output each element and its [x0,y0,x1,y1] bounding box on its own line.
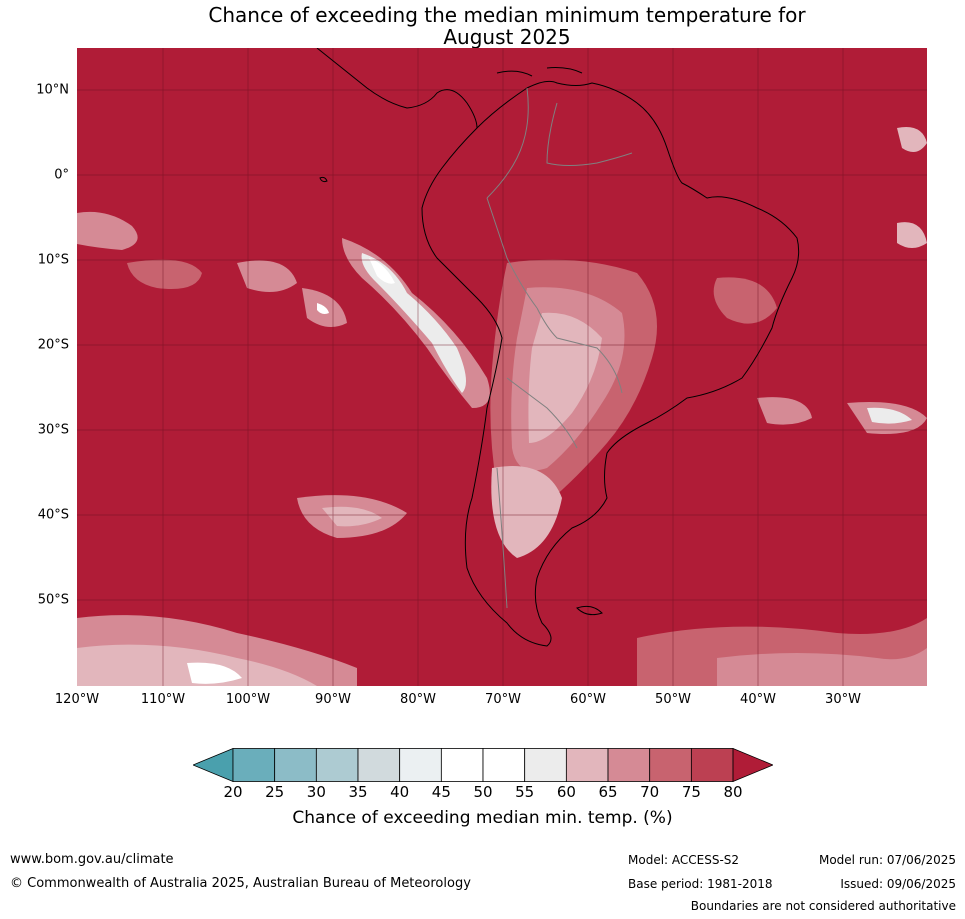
colorbar-tick-45: 45 [431,783,451,801]
lon-label-100w: 100°W [225,692,271,707]
patch-south-pacific-40s-light [322,506,382,527]
lon-label-50w: 50°W [655,692,691,707]
probability-map [77,48,927,686]
colorbar-tick-75: 75 [681,783,701,801]
colorbar-cell-50-55 [482,748,526,782]
caribbean-coast [496,67,583,77]
lon-label-70w: 70°W [485,692,521,707]
galapagos [319,176,328,183]
lon-label-90w: 90°W [315,692,351,707]
lon-label-80w: 80°W [400,692,436,707]
colorbar-cell-35-40 [357,748,401,782]
lon-label-110w: 110°W [140,692,186,707]
colorbar-tick-30: 30 [306,783,326,801]
colorbar-cell-20-25 [232,748,276,782]
colorbar-tick-20: 20 [223,783,243,801]
issued-text: Issued: 09/06/2025 [840,877,956,891]
colorbar-cells [193,748,773,782]
colorbar [193,748,773,782]
patch-atlantic-east-light [867,407,912,424]
patch-atlantic-brazil [713,277,777,324]
lat-label-40s: 40°S [37,507,69,523]
patch-pacific-10s [127,259,202,289]
patch-pacific-small [237,260,297,292]
base-period-text: Base period: 1981-2018 [628,877,773,891]
colorbar-extend-high [732,748,773,782]
south-america-coast [421,80,800,647]
central-america-coast [316,48,478,129]
patch-peru-light [361,253,466,393]
map-title: Chance of exceeding the median minimum t… [0,4,965,48]
title-line-1: Chance of exceeding the median minimum t… [208,3,806,27]
colorbar-extend-low [193,748,234,782]
lon-label-40w: 40°W [740,692,776,707]
colorbar-cell-25-30 [274,748,317,782]
country-borders [486,87,633,609]
patch-peru-white [369,258,395,284]
lat-label-50s: 50°S [37,592,69,608]
colorbar-cell-60-65 [565,748,609,782]
patch-pacific-light [317,303,329,314]
patch-eastern-pacific [77,211,138,250]
colorbar-cell-45-50 [440,748,484,782]
patch-north-atlantic [897,127,927,152]
colorbar-tick-60: 60 [556,783,576,801]
lon-label-120w: 120°W [54,692,100,707]
lat-label-10s: 10°S [37,252,69,268]
lat-label-0: 0° [54,167,69,183]
probability-patches [77,127,927,686]
lat-label-30s: 30°S [37,422,69,438]
patch-atlantic-30s [757,397,812,425]
lat-label-10n: 10°N [36,82,69,98]
colorbar-tick-80: 80 [723,783,743,801]
lon-label-30w: 30°W [825,692,861,707]
colorbar-cell-70-75 [649,748,692,782]
model-run-text: Model run: 07/06/2025 [818,853,956,867]
colorbar-label: Chance of exceeding median min. temp. (%… [292,808,673,828]
colorbar-tick-50: 50 [473,783,493,801]
falklands [576,605,603,616]
patch-patagonia-light [491,466,562,558]
colorbar-tick-70: 70 [640,783,660,801]
title-line-2: August 2025 [443,25,571,49]
colorbar-tick-65: 65 [598,783,618,801]
patch-southern-ocean-east-light [717,648,927,686]
patch-southern-ocean-white [187,662,242,684]
colorbar-tick-55: 55 [515,783,535,801]
colorbar-tick-25: 25 [265,783,285,801]
disclaimer-text: Boundaries are not considered authoritat… [690,899,956,913]
coastlines [316,48,800,647]
graticule [77,48,927,686]
colorbar-cell-30-35 [315,748,359,782]
model-text: Model: ACCESS-S2 [628,853,740,867]
copyright-text: © Commonwealth of Australia 2025, Austra… [10,876,471,891]
colorbar-cell-75-80 [690,748,734,782]
patch-equatorial-atlantic [897,222,927,248]
lon-label-60w: 60°W [570,692,606,707]
lat-label-20s: 20°S [37,337,69,353]
colorbar-cell-40-45 [399,748,442,782]
website-text: www.bom.gov.au/climate [10,852,174,867]
colorbar-tick-40: 40 [390,783,410,801]
colorbar-cell-65-70 [607,748,651,782]
colorbar-tick-35: 35 [348,783,368,801]
colorbar-cell-55-60 [524,748,567,782]
